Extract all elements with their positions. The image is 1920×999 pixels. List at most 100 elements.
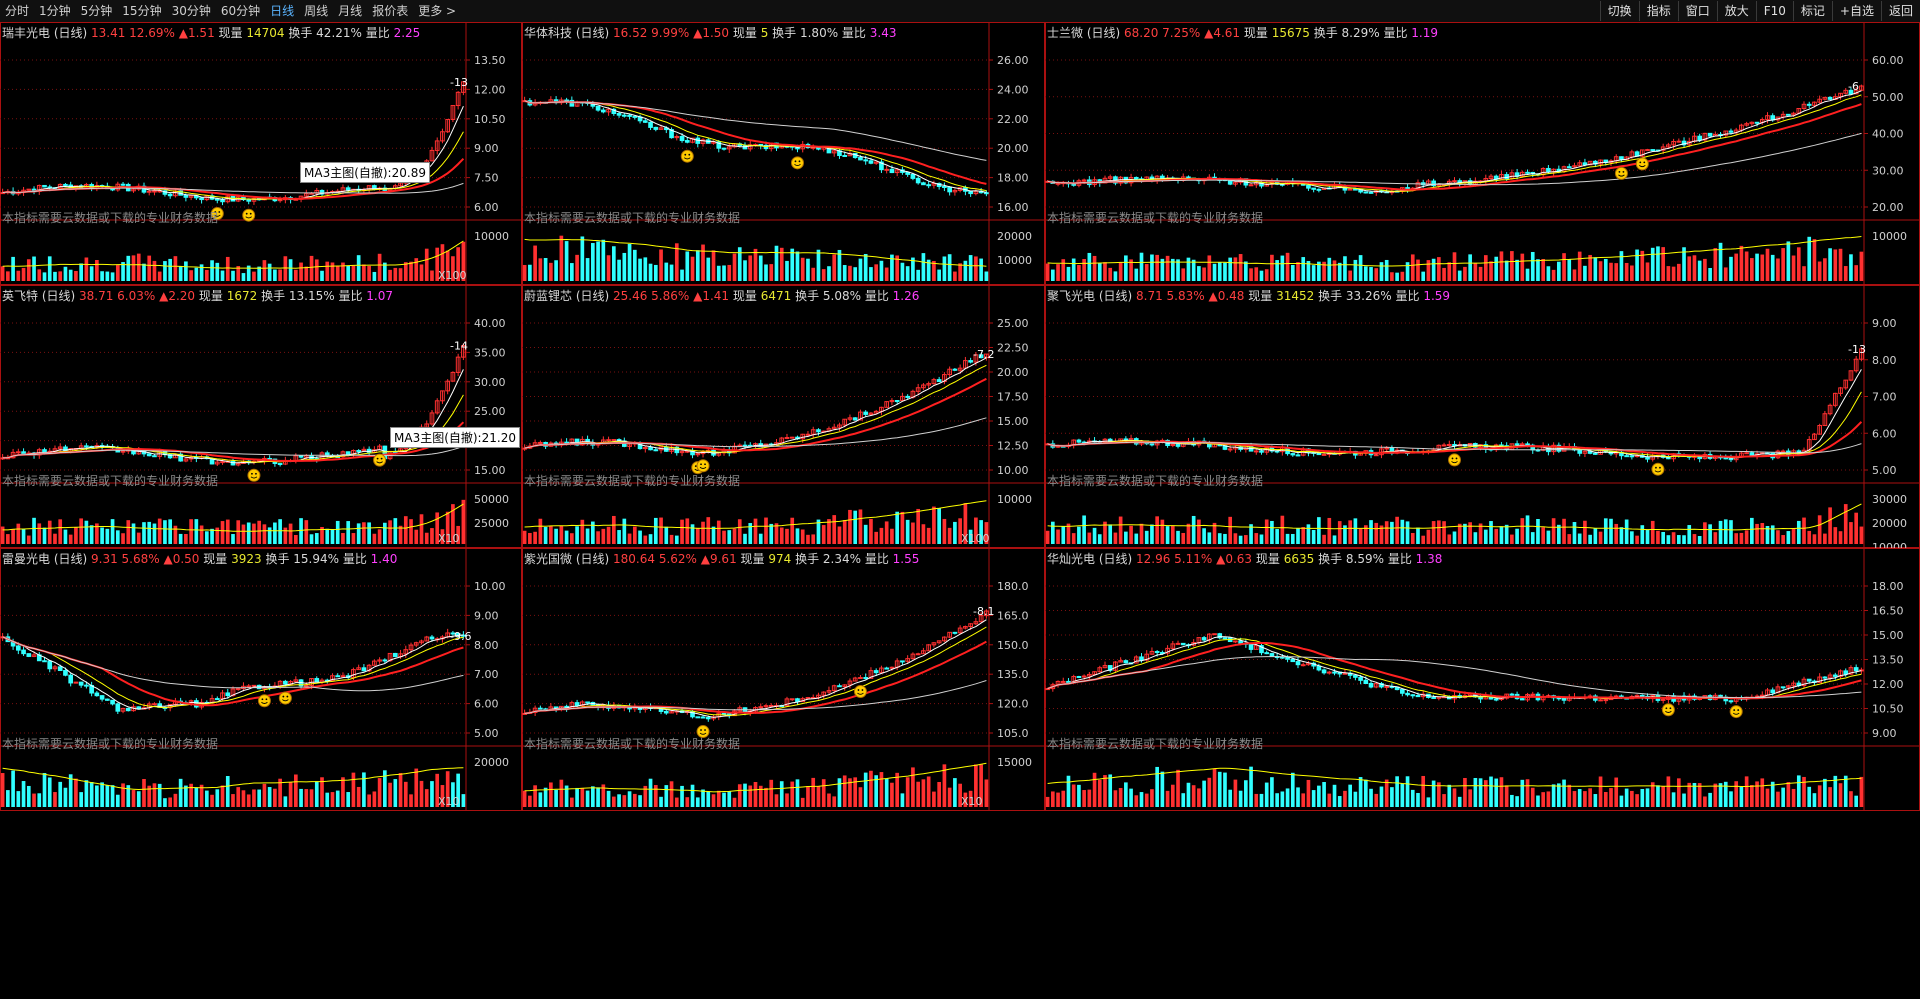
stock-chart-panel[interactable]: 聚飞光电 (日线) 8.71 5.83% ▲0.48 现量 31452 换手 3… [1045,285,1920,548]
volume-bar [157,271,162,281]
tab-more[interactable]: 更多 > [418,4,457,18]
tab-1min[interactable]: 1分钟 [39,4,71,18]
tab-intraday[interactable]: 分时 [5,4,30,18]
window-button[interactable]: 窗口 [1677,1,1717,21]
stock-chart-panel[interactable]: 士兰微 (日线) 68.20 7.25% ▲4.61 现量 15675 换手 8… [1045,22,1920,285]
back-button[interactable]: 返回 [1880,1,1920,21]
volume-bar [1635,794,1639,807]
volume-bar [1447,262,1452,281]
f10-button[interactable]: F10 [1755,1,1793,21]
volume-bar [388,782,392,807]
signal-smiley-icon[interactable] [790,156,804,170]
moving-average-line [1047,90,1862,193]
volume-bar [6,534,10,544]
candle-body [1812,433,1817,441]
stock-chart-panel[interactable]: 瑞丰光电 (日线) 13.41 12.69% ▲1.51 现量 14704 换手… [0,22,522,285]
signal-smiley-icon[interactable] [373,453,387,467]
tab-weekly[interactable]: 周线 [304,4,329,18]
tab-5min[interactable]: 5分钟 [80,4,113,18]
volume-bar [168,258,173,281]
signal-smiley-icon[interactable] [278,691,292,705]
candle-body [884,667,890,670]
stock-chart-panel[interactable]: 华体科技 (日线) 16.52 9.99% ▲1.50 现量 5 换手 1.80… [522,22,1045,285]
volume-bar [1155,254,1159,281]
volume-bar [424,248,429,281]
candle-body [57,666,63,672]
tab-60min[interactable]: 60分钟 [220,4,261,18]
signal-smiley-icon[interactable] [1729,705,1743,719]
volume-bar [362,772,366,807]
signal-smiley-icon[interactable] [696,725,710,739]
mark-button[interactable]: 标记 [1792,1,1832,21]
last-price: 68.20 [1124,26,1163,40]
add-watchlist-button[interactable]: +自选 [1831,1,1881,21]
candle-body [15,451,21,454]
turnover-rate: 1.80% [799,26,842,40]
switch-button[interactable]: 切换 [1599,1,1639,21]
volume-label: 现量 [1248,289,1277,303]
volume-bar [1379,262,1384,281]
signal-smiley-icon[interactable] [242,208,256,222]
volume-bar [163,520,167,544]
signal-smiley-icon[interactable] [247,468,261,482]
volume-bar [722,792,726,807]
volume-ratio-label: 量比 [864,289,893,303]
zoom-button[interactable]: 放大 [1716,1,1756,21]
candle-body [1645,149,1650,152]
candle-body [868,160,874,164]
candle-body [1765,115,1770,121]
tab-30min[interactable]: 30分钟 [171,4,211,18]
volume-bar [362,522,366,544]
volume-bar [1207,532,1212,544]
last-price: 180.64 [613,552,659,566]
candle-body [915,653,921,656]
candle-body [858,157,863,161]
volume-bar [764,787,768,807]
tab-15min[interactable]: 15分钟 [122,4,162,18]
volume-bar [1463,777,1467,807]
volume-bar [564,785,569,807]
volume-bar [1697,260,1702,281]
candle-body [821,691,827,696]
candle-body [1087,673,1092,677]
signal-smiley-icon[interactable] [1614,166,1628,180]
volume-bar [372,533,377,544]
signal-smiley-icon[interactable] [1448,453,1461,467]
volume-bar [1191,515,1196,544]
candle-body [345,451,351,455]
moving-average-line [1047,441,1862,454]
volume-bar [1050,521,1055,544]
tab-daily[interactable]: 日线 [270,4,295,18]
candle-body [1290,658,1296,663]
candle-body [784,437,790,440]
tab-monthly[interactable]: 月线 [338,4,363,18]
volume-bar [461,499,466,544]
volume-bar [403,516,408,544]
signal-smiley-icon[interactable] [1661,703,1675,717]
signal-smiley-icon[interactable] [210,207,224,221]
stock-chart-panel[interactable]: 紫光国微 (日线) 180.64 5.62% ▲9.61 现量 974 换手 2… [522,548,1045,811]
stock-chart-panel[interactable]: 蔚蓝锂芯 (日线) 25.46 5.86% ▲1.41 现量 6471 换手 5… [522,285,1045,548]
indicator-button[interactable]: 指标 [1638,1,1678,21]
volume-bar [461,794,466,807]
volume-bar [1176,530,1180,544]
stock-chart-panel[interactable]: 英飞特 (日线) 38.71 6.03% ▲2.20 现量 1672 换手 13… [0,285,522,548]
stock-chart-panel[interactable]: 华灿光电 (日线) 12.96 5.11% ▲0.63 现量 6635 换手 8… [1045,548,1920,811]
candle-body [1076,676,1082,679]
volume-bar [1739,245,1744,281]
stock-chart-panel[interactable]: 雷曼光电 (日线) 9.31 5.68% ▲0.50 现量 3923 换手 15… [0,548,522,811]
volume-bar [648,778,653,807]
volume-bar [1609,518,1613,544]
signal-smiley-icon[interactable] [257,694,271,708]
panel-border [0,285,522,548]
signal-smiley-icon[interactable] [696,459,710,473]
signal-smiley-icon[interactable] [853,685,867,699]
tab-quote-table[interactable]: 报价表 [372,4,409,18]
signal-smiley-icon[interactable] [680,149,694,163]
volume-bar [21,781,26,807]
signal-smiley-icon[interactable] [1635,157,1649,171]
volume-bar [974,764,978,807]
signal-smiley-icon[interactable] [1651,462,1665,476]
volume-bar [1796,520,1801,544]
volume-ratio: 2.25 [393,26,421,40]
